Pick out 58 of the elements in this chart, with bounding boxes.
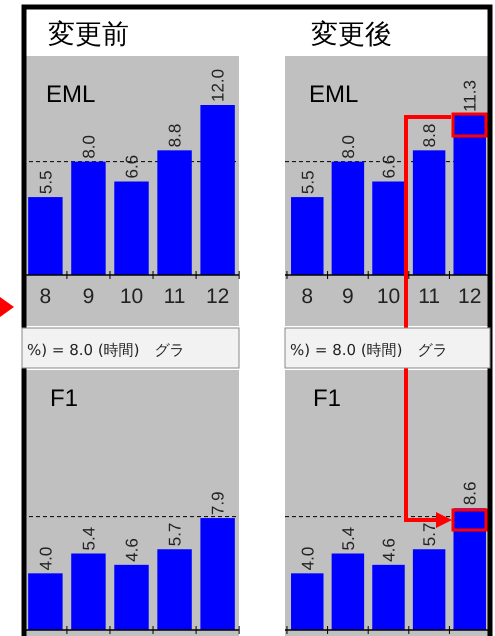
bar — [28, 573, 63, 630]
bar — [412, 549, 446, 630]
data-label: 4.0 — [298, 546, 318, 570]
data-label: 6.6 — [122, 154, 142, 178]
chart-subtitle: EML — [309, 81, 358, 108]
bar — [157, 150, 192, 275]
x-tick-label: 12 — [206, 285, 230, 308]
data-label: 5.7 — [166, 522, 185, 546]
chart-title: 変更前 — [48, 19, 129, 49]
text: %) = 8.0 (時間) グラ — [27, 341, 185, 359]
data-label: 5.4 — [338, 526, 358, 550]
data-label: 8.8 — [166, 124, 185, 148]
data-label: 5.5 — [36, 170, 56, 194]
data-label: 4.0 — [36, 546, 56, 570]
data-label: 8.6 — [460, 482, 480, 506]
x-tick-label: 11 — [164, 285, 186, 308]
x-tick-label: 10 — [376, 285, 400, 308]
bar — [412, 150, 446, 275]
data-label: 12.0 — [208, 68, 228, 102]
bar — [28, 197, 63, 275]
data-label: 11.3 — [460, 80, 480, 112]
chart-title: F1 — [50, 385, 78, 412]
x-tick-label: 9 — [82, 285, 94, 308]
x-tick-label: 10 — [120, 285, 144, 308]
bar — [157, 549, 192, 630]
bar — [332, 162, 364, 275]
x-tick-label: 8 — [40, 285, 52, 308]
text: %) = 8.0 (時間) グラ — [290, 341, 448, 359]
bar — [114, 182, 149, 275]
x-tick-label: 8 — [301, 285, 314, 308]
bar — [332, 554, 364, 630]
chart-title: 変更後 — [311, 19, 392, 49]
bar — [291, 197, 324, 275]
data-label: 5.4 — [79, 526, 98, 550]
chart-title: F1 — [313, 385, 342, 412]
data-label: 4.6 — [122, 538, 142, 562]
bar — [200, 105, 235, 275]
data-label: 5.5 — [298, 170, 318, 194]
bar — [372, 564, 405, 630]
bar — [372, 182, 405, 275]
data-label: 8.0 — [338, 135, 358, 159]
x-tick-label: 9 — [342, 285, 354, 308]
x-tick-label: 12 — [458, 285, 482, 308]
bar — [114, 564, 149, 630]
chart-subtitle: EML — [46, 81, 96, 108]
bar — [453, 508, 486, 630]
bar — [453, 114, 486, 275]
data-label: 7.9 — [208, 491, 228, 516]
data-label: 4.6 — [380, 538, 398, 562]
bar — [71, 554, 106, 630]
data-label: 8.8 — [420, 124, 440, 148]
bar — [291, 573, 324, 630]
bar — [200, 518, 235, 630]
bar — [71, 162, 106, 275]
data-label: 8.0 — [79, 135, 98, 159]
x-tick-label: 11 — [418, 285, 440, 308]
data-label: 5.7 — [420, 522, 440, 546]
data-label: 6.6 — [380, 154, 398, 178]
